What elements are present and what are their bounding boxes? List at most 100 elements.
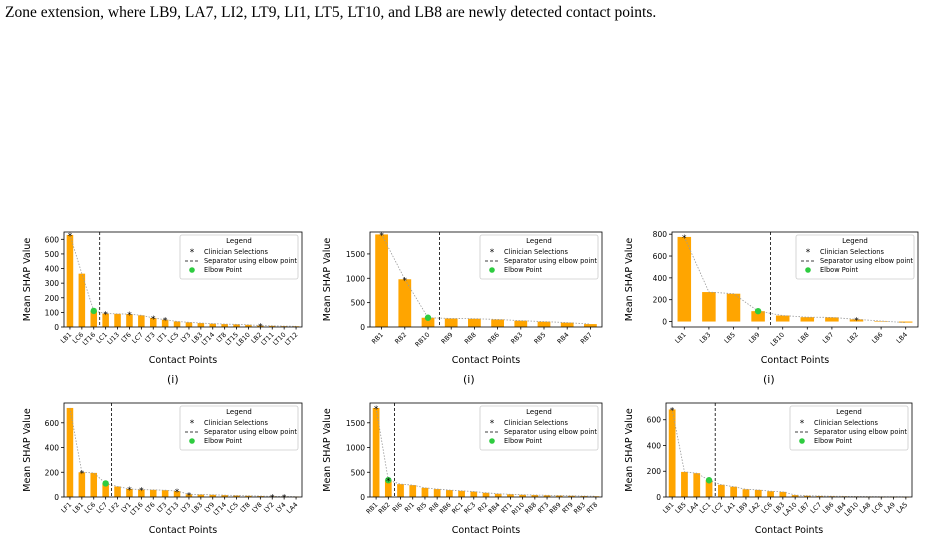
clinician-selection-marker: * (127, 311, 132, 321)
legend-star-marker: * (490, 248, 495, 258)
x-tick-label: LB5 (674, 501, 688, 515)
chart-panel-6: 0 200 400 600 * LB1 LB5 LA4 LC1 LC2 LA1 LB9 LA2 LC6 LB… (620, 393, 926, 541)
bar-LA4 (693, 473, 701, 497)
x-tick-label: LY3 (179, 331, 192, 344)
bar-LC6 (78, 273, 86, 327)
x-tick-label: RB4 (556, 331, 571, 346)
x-tick-label: LB3 (698, 331, 712, 345)
y-tick-label: 600 (647, 416, 662, 425)
legend-title: Legend (226, 408, 252, 416)
x-tick-label: RB3 (509, 331, 524, 346)
bar-LB6 (874, 320, 888, 322)
bar-LB4 (898, 321, 913, 323)
legend-star-marker: * (490, 419, 495, 429)
y-tick-label: 200 (647, 467, 662, 476)
y-axis-label: Mean SHAP Value (624, 238, 635, 322)
bar-RB9 (555, 495, 563, 497)
bar-RT1 (507, 494, 514, 497)
elbow-point (102, 480, 109, 487)
trend-line (69, 234, 297, 327)
legend-box (179, 405, 299, 451)
x-tick-label: RB1 (370, 331, 385, 346)
bar-RB6 (491, 319, 504, 327)
legend-item-label: Separator using elbow point (814, 428, 907, 436)
plot-frame (63, 231, 303, 328)
bar-LF2 (114, 486, 121, 497)
clinician-selection-marker: * (151, 315, 156, 325)
plot-frame (63, 402, 303, 498)
legend-title: Legend (842, 237, 868, 245)
x-tick-label: LB10 (769, 331, 786, 348)
bar-LF1 (66, 407, 74, 497)
x-axis-label: Contact Points (452, 525, 521, 536)
x-tick-label: RT3 (536, 501, 550, 515)
trend-line (671, 409, 906, 498)
x-tick-label: LB9 (735, 501, 749, 515)
x-tick-label: LT13 (164, 501, 180, 517)
bar-LB10 (245, 324, 252, 327)
chart-svg: 0 200 400 600 800 * * LB1 LB3 LB5 LB9 LB10 LB8 LB7 LB2… (624, 230, 919, 366)
y-tick-label: 1500 (346, 250, 365, 259)
bar-LC1 (705, 480, 713, 497)
bar-LY9 (209, 494, 217, 497)
x-tick-label: LF2 (107, 501, 121, 515)
bar-RI5 (421, 487, 429, 497)
legend-item-label: Separator using elbow point (504, 257, 597, 265)
y-tick-label: 600 (45, 235, 60, 244)
bar-LT11 (268, 325, 276, 327)
clinician-selection-marker: * (374, 405, 379, 415)
bar-LB2 (257, 325, 264, 327)
bar-LB1 (677, 236, 692, 322)
plot-frame (665, 402, 913, 498)
x-tick-label: LF1 (60, 501, 74, 515)
y-tick-label: 400 (45, 444, 60, 453)
x-tick-label: RI5 (415, 501, 428, 514)
bar-LB1 (78, 472, 86, 497)
legend-item-label: Separator using elbow point (204, 257, 297, 265)
legend-item-label: Clinician Selections (504, 419, 568, 427)
bar-RB5 (537, 321, 551, 327)
y-axis-label: Mean SHAP Value (322, 238, 333, 322)
legend-item-label: Clinician Selections (504, 248, 568, 256)
trend-line (683, 236, 906, 324)
legend-elbow-marker (489, 438, 495, 444)
x-tick-label: RB10 (414, 331, 432, 349)
x-tick-label: LT6 (120, 331, 133, 344)
bar-LB9 (751, 311, 765, 322)
bar-LT13 (173, 491, 181, 497)
x-tick-label: LB7 (821, 331, 835, 345)
legend-item-label: Clinician Selections (204, 419, 268, 427)
legend-elbow-marker (799, 438, 805, 444)
bar-RI8 (433, 489, 441, 497)
bar-LA10 (791, 495, 799, 497)
bar-RI10 (519, 494, 526, 497)
legend-elbow-marker (805, 267, 811, 273)
x-tick-label: LA2 (747, 501, 761, 515)
bar-LT3 (161, 490, 169, 497)
elbow-point (90, 307, 97, 315)
bar-LB2 (849, 319, 864, 322)
clinician-selection-marker: * (175, 488, 180, 498)
y-tick-label: 0 (360, 493, 365, 502)
chart-svg: 0100200300400500600******LB1LC6LT16LC1LI… (22, 231, 303, 366)
bar-LT6 (149, 489, 157, 497)
legend-item-label: Separator using elbow point (820, 257, 913, 265)
clinician-selection-marker: * (386, 477, 391, 487)
x-axis-label: Contact Points (755, 525, 824, 536)
clinician-selection-marker: * (127, 486, 132, 496)
clinician-selection-marker: * (682, 234, 687, 244)
bar-LB3 (702, 292, 716, 322)
clinician-selection-marker: * (103, 311, 108, 321)
trend-line (69, 407, 297, 498)
legend-item-label: Elbow Point (504, 266, 542, 274)
bar-LY8 (257, 496, 264, 497)
bar-LC5 (173, 321, 181, 327)
y-tick-label: 800 (653, 230, 668, 239)
legend-item-label: Clinician Selections (814, 419, 878, 427)
bar-RB6 (446, 490, 453, 497)
legend-title: Legend (526, 237, 552, 245)
bar-RB1 (375, 234, 388, 327)
bar-LT10 (280, 326, 288, 327)
